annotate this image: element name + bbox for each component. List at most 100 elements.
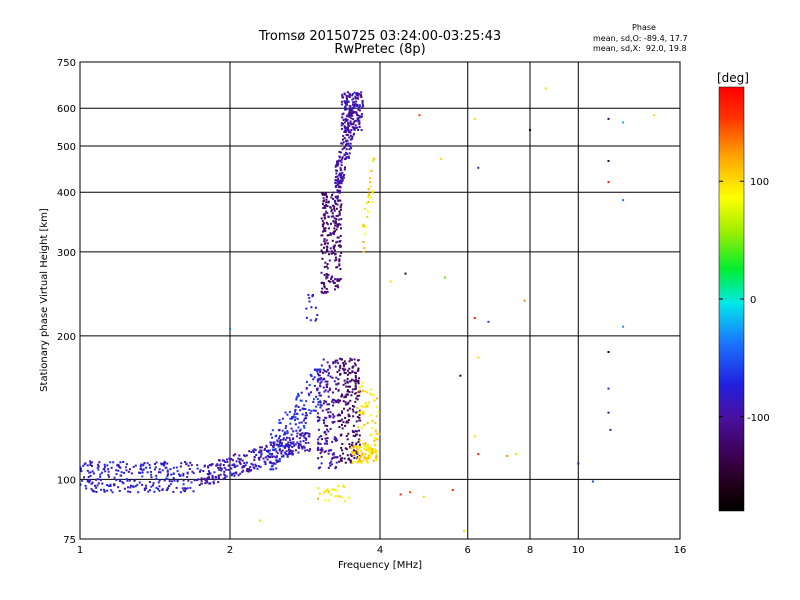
data-point [322, 358, 325, 361]
data-point [345, 96, 348, 99]
data-point [285, 443, 288, 446]
data-point [355, 442, 358, 445]
data-point [286, 455, 289, 458]
data-point [231, 473, 234, 475]
data-point [207, 466, 210, 469]
data-point [233, 474, 236, 477]
data-point [367, 457, 370, 460]
data-point [346, 142, 349, 145]
data-point [236, 464, 239, 467]
data-point [329, 411, 332, 414]
data-point [374, 429, 377, 432]
data-point [336, 164, 339, 167]
data-point [358, 416, 361, 419]
data-point [352, 97, 355, 100]
data-point [265, 445, 268, 448]
data-point [328, 253, 331, 256]
data-point [355, 119, 357, 122]
data-point [292, 442, 295, 445]
data-point [166, 462, 169, 465]
data-point [363, 247, 366, 250]
data-point [251, 463, 254, 466]
data-point [320, 291, 323, 294]
data-point [118, 489, 121, 492]
data-point [286, 430, 289, 433]
data-point [350, 455, 353, 457]
data-point [361, 381, 364, 384]
data-point [343, 372, 346, 375]
data-point [348, 114, 351, 117]
data-point [336, 197, 339, 200]
data-point [219, 473, 222, 476]
data-point [330, 215, 333, 218]
data-point [341, 449, 344, 452]
data-point [323, 451, 326, 454]
data-point [175, 486, 178, 489]
data-point [222, 477, 225, 480]
data-point [477, 166, 480, 169]
data-point [190, 464, 193, 467]
data-point [192, 490, 195, 493]
data-point [356, 92, 359, 95]
x-tick-label: 8 [527, 545, 533, 556]
data-point [271, 436, 274, 439]
data-point [330, 463, 333, 466]
data-point [335, 383, 338, 386]
data-point [342, 400, 345, 403]
data-point [350, 137, 353, 140]
data-point [372, 393, 375, 396]
data-point [339, 175, 342, 178]
data-point [103, 463, 106, 466]
data-point [354, 392, 357, 395]
data-point [351, 371, 354, 373]
data-point [330, 196, 333, 199]
data-point [348, 136, 351, 139]
data-point [323, 193, 326, 196]
data-point [439, 157, 442, 160]
data-point [297, 444, 300, 447]
data-point [293, 413, 296, 416]
data-point [349, 108, 351, 111]
data-point [337, 244, 340, 247]
data-point [326, 380, 329, 383]
data-point [296, 435, 298, 438]
data-point [337, 177, 340, 180]
data-point [141, 471, 144, 474]
data-point [338, 159, 341, 162]
data-point [320, 462, 323, 465]
data-point [347, 124, 350, 127]
data-point [109, 485, 112, 487]
data-point [515, 453, 517, 456]
data-point [322, 203, 324, 206]
data-point [331, 440, 334, 443]
data-point [223, 477, 226, 479]
data-point [99, 475, 102, 478]
data-point [347, 128, 350, 131]
data-point [271, 448, 274, 451]
data-point [231, 459, 234, 462]
data-point [352, 445, 355, 448]
data-point [279, 421, 282, 424]
data-point [122, 482, 125, 485]
data-point [348, 109, 351, 112]
data-point [320, 450, 323, 453]
data-point [308, 384, 311, 387]
data-point [285, 450, 288, 453]
data-point [323, 227, 326, 230]
data-point [349, 380, 351, 383]
data-point [172, 490, 175, 493]
data-point [473, 117, 476, 120]
data-point [346, 91, 349, 94]
data-point [351, 430, 354, 432]
data-point [349, 407, 351, 410]
data-point [239, 458, 242, 461]
data-point [327, 215, 330, 218]
data-point [358, 460, 361, 463]
data-point [371, 201, 374, 203]
data-point [339, 235, 342, 237]
data-point [91, 489, 94, 492]
colorbar-tick-label: -100 [747, 413, 770, 424]
data-point [267, 450, 270, 453]
data-point [121, 481, 124, 484]
data-point [351, 94, 354, 97]
